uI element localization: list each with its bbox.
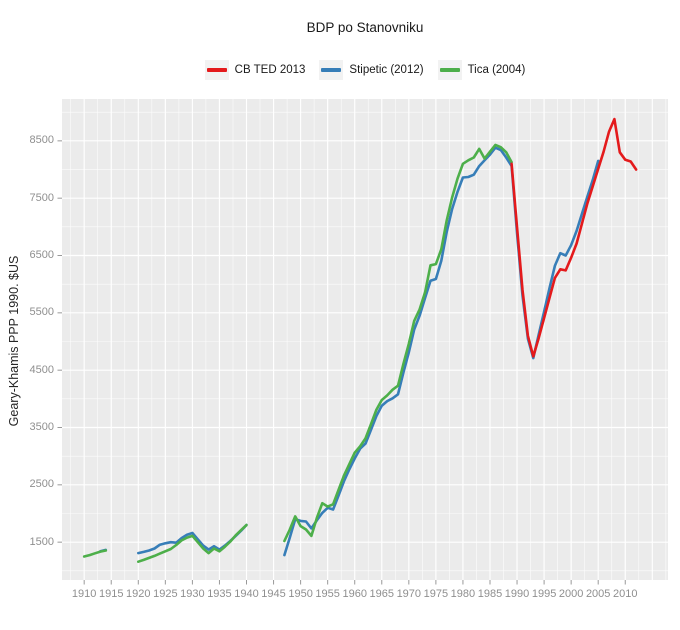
legend-label: Tica (2004) xyxy=(467,64,526,76)
y-tick-label: 2500 xyxy=(29,478,54,491)
series-line-cb-ted-2013 xyxy=(510,117,638,358)
x-tick-label: 1970 xyxy=(396,588,422,600)
x-tick-label: 1920 xyxy=(126,588,151,600)
legend-label: CB TED 2013 xyxy=(234,64,306,76)
series-line-tica-2004 xyxy=(137,523,248,564)
series-line-stipetic-2012 xyxy=(283,146,600,557)
legend-line-swatch xyxy=(439,68,460,72)
legend-item: Stipetic (2012) xyxy=(319,60,424,80)
x-tick-label: 1945 xyxy=(261,588,286,600)
x-tick-label: 1985 xyxy=(477,588,503,600)
y-tick-label: 6500 xyxy=(29,249,54,261)
series-line-tica-2004 xyxy=(283,143,513,543)
legend: CB TED 2013 Stipetic (2012) Tica (2004) xyxy=(62,58,668,82)
legend-line-swatch xyxy=(206,68,227,72)
y-tick-label: 7500 xyxy=(29,191,54,204)
x-tick-label: 1980 xyxy=(450,588,476,600)
x-tick-label: 2010 xyxy=(613,588,638,600)
x-tick-label: 1990 xyxy=(504,588,530,600)
x-tick-label: 1910 xyxy=(71,588,97,600)
x-tick-label: 2005 xyxy=(585,588,611,600)
x-tick-label: 1955 xyxy=(315,588,340,600)
y-tick-label: 5500 xyxy=(29,306,54,319)
y-tick-label: 3500 xyxy=(29,421,54,433)
series-line-tica-2004 xyxy=(82,549,108,558)
x-tick-label: 1965 xyxy=(369,588,394,600)
legend-key xyxy=(204,60,229,80)
y-tick-label: 1500 xyxy=(29,535,54,548)
x-tick-label: 1925 xyxy=(153,588,178,600)
legend-key xyxy=(437,60,462,80)
chart-title: BDP po Stanovniku xyxy=(306,20,424,35)
x-tick-label: 1915 xyxy=(98,588,124,600)
x-tick-label: 1995 xyxy=(531,588,557,600)
x-tick-label: 1935 xyxy=(207,588,232,600)
x-tick-label: 1975 xyxy=(423,588,449,600)
legend-label: Stipetic (2012) xyxy=(349,64,424,76)
x-tick-label: 1930 xyxy=(180,588,205,600)
x-tick-label: 2000 xyxy=(558,588,584,600)
legend-item: Tica (2004) xyxy=(437,60,526,80)
x-tick-label: 1940 xyxy=(234,588,259,600)
x-tick-label: 1960 xyxy=(342,588,367,600)
legend-item: CB TED 2013 xyxy=(204,60,306,80)
plot-panel xyxy=(62,99,668,580)
legend-line-swatch xyxy=(321,68,342,72)
x-tick-label: 1950 xyxy=(288,588,313,600)
y-tick-label: 4500 xyxy=(29,363,54,376)
y-tick-label: 8500 xyxy=(29,134,54,147)
legend-key xyxy=(319,60,344,80)
